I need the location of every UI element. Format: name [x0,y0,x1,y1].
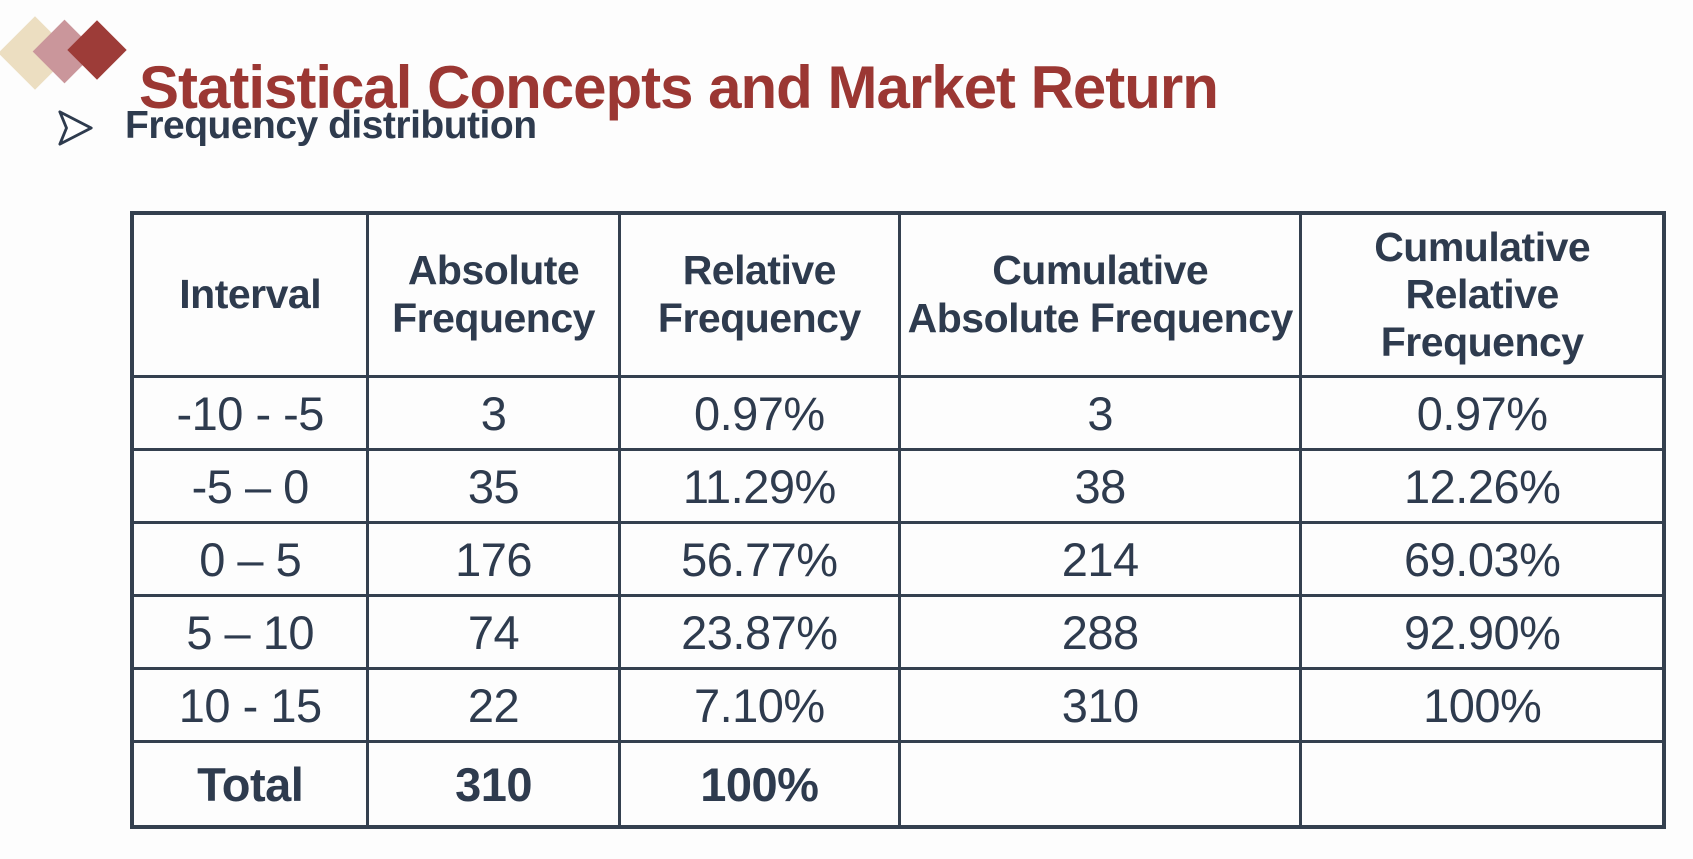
table-row: 5 – 10 74 23.87% 288 92.90% [130,594,1666,670]
table-cell: 288 [897,594,1303,670]
table-cell: 3 [366,375,621,451]
table-cell: 310 [897,667,1303,743]
table-cell: 10 - 15 [130,667,370,743]
table-cell: 22 [366,667,621,743]
table-cell: 92.90% [1299,594,1666,670]
table-cell: 214 [897,521,1303,597]
frequency-distribution-table: Interval Absolute Frequency Relative Fre… [130,211,1666,829]
table-cell: 35 [366,448,621,524]
column-header-absolute-frequency: Absolute Frequency [366,211,621,378]
table-cell: 12.26% [1299,448,1666,524]
table-cell: 38 [897,448,1303,524]
table-cell-total-absolute: 310 [366,740,621,829]
table-cell-empty [897,740,1303,829]
table-cell: -10 - -5 [130,375,370,451]
table-cell: 56.77% [617,521,902,597]
table-cell: 74 [366,594,621,670]
table-cell: 5 – 10 [130,594,370,670]
column-header-cumulative-absolute-frequency: Cumulative Absolute Frequency [897,211,1303,378]
table-cell: 69.03% [1299,521,1666,597]
table-cell: 7.10% [617,667,902,743]
table-cell: -5 – 0 [130,448,370,524]
table-row: -5 – 0 35 11.29% 38 12.26% [130,448,1666,524]
slide-title: Statistical Concepts and Market Return [139,54,1219,122]
header-row: Interval Absolute Frequency Relative Fre… [130,211,1666,378]
table-cell: 11.29% [617,448,902,524]
table-row: 10 - 15 22 7.10% 310 100% [130,667,1666,743]
table-cell: 0.97% [1299,375,1666,451]
table-cell: 0 – 5 [130,521,370,597]
arrow-bullet-icon [58,110,93,146]
table-cell: 23.87% [617,594,902,670]
table-row: 0 – 5 176 56.77% 214 69.03% [130,521,1666,597]
table-cell: 3 [897,375,1303,451]
table-cell-total-relative: 100% [617,740,902,829]
column-header-cumulative-relative-frequency: Cumulative Relative Frequency [1299,211,1666,378]
column-header-interval: Interval [130,211,370,378]
bullet-label: Frequency distribution [125,104,537,147]
column-header-relative-frequency: Relative Frequency [617,211,902,378]
total-row: Total 310 100% [130,740,1666,829]
table-cell: 176 [366,521,621,597]
diamonds-decoration [0,0,145,100]
table-cell: 100% [1299,667,1666,743]
table-cell: 0.97% [617,375,902,451]
table-cell-total-label: Total [130,740,370,829]
table-cell-empty [1299,740,1666,829]
table-row: -10 - -5 3 0.97% 3 0.97% [130,375,1666,451]
bullet-line: Frequency distribution [57,103,537,149]
